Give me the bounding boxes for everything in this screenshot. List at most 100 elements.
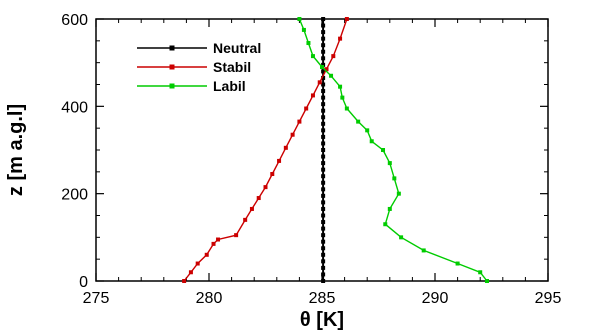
data-point-stabil xyxy=(195,261,200,266)
data-point-stabil xyxy=(331,54,336,59)
data-point-labil xyxy=(344,106,349,111)
x-tick-label: 285 xyxy=(309,290,336,307)
data-point-stabil xyxy=(182,279,187,283)
data-point-neutral xyxy=(321,148,326,152)
data-point-neutral xyxy=(321,108,326,113)
data-point-neutral xyxy=(321,82,326,87)
data-point-stabil xyxy=(249,206,254,211)
data-point-neutral xyxy=(321,226,326,231)
data-point-neutral xyxy=(321,193,326,198)
data-point-neutral xyxy=(321,187,326,192)
data-point-neutral xyxy=(321,272,326,277)
data-point-neutral xyxy=(321,246,326,251)
data-point-neutral xyxy=(321,56,326,61)
data-point-labil xyxy=(392,176,397,181)
data-point-neutral xyxy=(321,134,326,139)
data-point-stabil xyxy=(290,132,295,137)
data-point-neutral xyxy=(321,49,326,54)
legend-marker-labil xyxy=(169,83,175,89)
data-point-labil xyxy=(383,222,388,227)
legend: Neutral Stabil Labil xyxy=(137,40,261,94)
data-point-neutral xyxy=(321,174,326,179)
x-tick-label: 295 xyxy=(535,290,562,307)
data-point-neutral xyxy=(321,128,326,133)
data-point-neutral xyxy=(321,252,326,257)
data-point-neutral xyxy=(321,233,326,238)
data-point-labil xyxy=(356,119,361,124)
data-point-neutral xyxy=(321,213,326,218)
data-point-neutral xyxy=(321,161,326,166)
data-point-stabil xyxy=(211,241,216,246)
data-point-neutral xyxy=(321,180,326,185)
y-axis-label: z [m a.g.l] xyxy=(5,104,27,196)
data-point-neutral xyxy=(321,141,326,146)
data-point-labil xyxy=(306,41,311,46)
data-point-labil xyxy=(421,248,426,253)
data-point-stabil xyxy=(310,93,315,98)
legend-label-stabil: Stabil xyxy=(213,59,251,75)
y-tick-label: 600 xyxy=(61,12,88,29)
legend-label-labil: Labil xyxy=(213,78,246,94)
data-point-neutral xyxy=(321,23,326,28)
data-point-labil xyxy=(340,95,345,100)
data-point-neutral xyxy=(321,30,326,35)
data-point-labil xyxy=(484,279,489,283)
data-point-stabil xyxy=(188,270,193,275)
data-point-neutral xyxy=(321,121,326,126)
data-point-neutral xyxy=(321,239,326,244)
data-point-neutral xyxy=(321,17,326,21)
data-point-neutral xyxy=(321,95,326,100)
data-point-labil xyxy=(396,191,401,196)
data-point-neutral xyxy=(321,62,326,67)
data-point-labil xyxy=(369,139,374,144)
data-point-labil xyxy=(329,73,334,78)
data-point-neutral xyxy=(321,279,326,283)
data-point-labil xyxy=(387,206,392,211)
data-point-stabil xyxy=(243,217,248,222)
data-point-stabil xyxy=(344,17,349,21)
legend-marker-neutral xyxy=(169,45,175,51)
data-point-labil xyxy=(365,128,370,133)
data-point-stabil xyxy=(317,80,322,85)
data-point-labil xyxy=(310,54,315,59)
data-point-stabil xyxy=(277,158,282,163)
data-point-labil xyxy=(338,84,343,89)
data-point-neutral xyxy=(321,220,326,225)
data-point-neutral xyxy=(321,69,326,74)
axis-ticks: 275 280 285 290 295 0 200 400 600 xyxy=(61,12,561,307)
y-tick-label: 400 xyxy=(61,99,88,116)
data-point-stabil xyxy=(338,36,343,41)
data-point-neutral xyxy=(321,43,326,48)
series-lines xyxy=(182,17,489,283)
series-line-labil xyxy=(298,18,488,282)
data-point-neutral xyxy=(321,259,326,264)
data-point-neutral xyxy=(321,75,326,80)
data-point-neutral xyxy=(321,265,326,270)
x-axis-label: θ [K] xyxy=(300,309,344,330)
data-point-neutral xyxy=(321,102,326,107)
data-point-labil xyxy=(455,261,460,266)
data-point-neutral xyxy=(321,89,326,94)
data-point-stabil xyxy=(216,237,221,242)
x-tick-label: 275 xyxy=(83,290,110,307)
data-point-stabil xyxy=(256,196,261,201)
y-tick-label: 200 xyxy=(61,187,88,204)
data-point-neutral xyxy=(321,154,326,159)
data-point-stabil xyxy=(304,106,309,111)
x-tick-label: 290 xyxy=(422,290,449,307)
data-point-neutral xyxy=(321,200,326,205)
data-point-labil xyxy=(297,17,302,21)
data-point-stabil xyxy=(297,119,302,124)
data-point-neutral xyxy=(321,167,326,172)
x-tick-label: 280 xyxy=(196,290,223,307)
data-point-stabil xyxy=(283,145,288,150)
data-point-stabil xyxy=(263,185,268,190)
data-point-labil xyxy=(387,161,392,166)
data-point-labil xyxy=(478,270,483,275)
data-point-stabil xyxy=(204,252,209,257)
data-point-labil xyxy=(301,27,306,32)
y-tick-label: 0 xyxy=(79,274,88,291)
data-point-stabil xyxy=(234,233,239,238)
data-point-labil xyxy=(320,65,324,70)
legend-marker-stabil xyxy=(169,64,175,70)
